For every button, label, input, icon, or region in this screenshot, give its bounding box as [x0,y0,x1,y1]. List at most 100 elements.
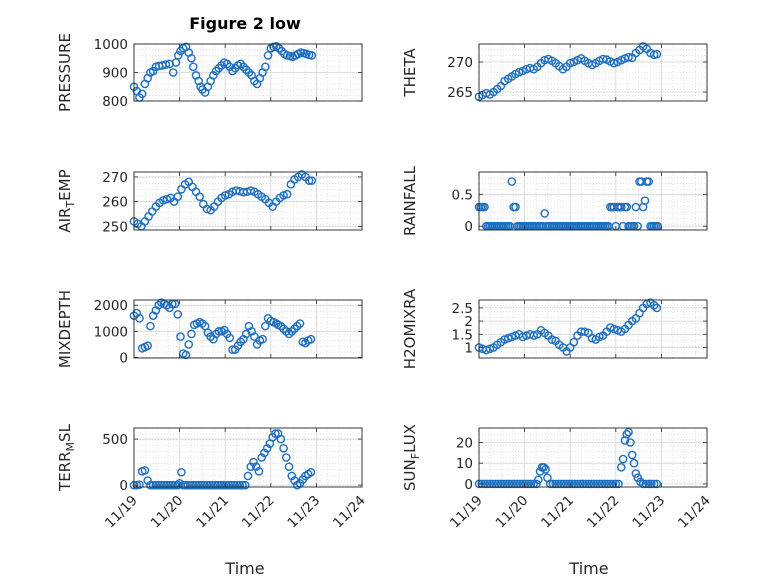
data-point [622,429,632,439]
data-point [173,192,183,201]
data-point [261,62,270,72]
data-point [271,429,280,438]
subplot-h2omixra: 11.522.5 H2OMIXRA [401,288,708,369]
data-point [154,300,163,310]
data-point [208,480,217,490]
x-tick-label: 11/22 [239,493,278,532]
data-point [556,479,566,489]
x-tick-label: 11/24 [675,493,714,532]
data-point [140,466,150,475]
data-point [143,341,152,351]
data-point [627,450,637,460]
data-point [290,324,299,334]
data-point [213,480,223,490]
y-tick-label: 250 [102,219,128,235]
y-tick-label: 0 [464,477,473,493]
data-point [188,480,198,490]
data-point [301,338,310,348]
data-point [279,324,288,334]
y-tick-label: 1000 [94,324,128,340]
data-point [477,479,487,489]
data-point [170,480,180,490]
data-point [609,324,619,334]
data-point [526,479,536,489]
y-tick-label: 0 [464,219,473,235]
x-axis-label-right: Time [568,559,608,578]
data-point [504,479,514,489]
data-point [306,334,316,344]
data-point [159,480,169,490]
y-tick-label: 500 [102,432,128,448]
data-point [652,303,662,313]
data-point [284,462,294,472]
data-point [306,467,316,477]
data-point [503,333,513,343]
data-point [510,479,519,489]
data-point [304,176,314,185]
data-point [481,345,491,355]
y-axis-label: SUNFLUX [401,424,422,491]
data-point [641,479,651,489]
data-point [629,458,639,468]
data-point [488,479,497,489]
x-tick-label: 11/23 [629,493,668,532]
y-tick-label: 270 [102,170,128,186]
data-point [507,177,517,186]
data-point [485,479,495,489]
data-point [540,209,549,218]
data-point [626,438,635,447]
data-point [609,58,619,68]
data-point [624,52,633,62]
data-point [580,327,590,336]
y-tick-label: 1 [464,340,473,356]
data-point [135,313,144,323]
data-point [194,76,204,86]
subplot-air_temp: 250 260 270 AIRTEMP [56,169,363,235]
data-point [205,480,214,490]
data-point [214,327,224,336]
data-point [649,300,659,310]
data-point [146,480,155,490]
data-point [575,479,585,489]
data-point [581,479,591,489]
data-point [194,480,204,490]
data-point [220,191,230,200]
data-point [282,189,292,199]
data-point [287,327,297,336]
data-point [148,480,158,490]
data-point [181,350,191,360]
data-point [287,471,297,481]
data-point [491,479,500,489]
data-point [261,321,270,331]
data-point [529,331,539,340]
data-point [584,479,593,489]
data-point [284,329,294,339]
y-tick-label: 900 [102,66,128,82]
data-point [246,186,256,195]
data-point [307,51,317,60]
data-point [250,332,259,341]
data-point [143,476,152,485]
data-point [158,196,168,205]
data-point [254,467,264,476]
figure-title: Figure 2 low [189,14,301,33]
y-tick-label: 2000 [94,298,128,314]
data-point [548,479,558,489]
data-point [573,479,582,489]
data-point [640,196,650,205]
data-point [638,479,648,489]
x-axis-label-left: Time [224,559,264,578]
data-point [541,465,550,474]
data-point [606,479,615,489]
data-point [514,67,524,77]
data-point [592,479,601,489]
data-point [263,313,273,323]
data-point [622,202,632,212]
data-point [521,479,530,489]
y-axis-label: H2OMIXRA [401,288,419,369]
data-point [551,479,560,489]
data-point [177,467,186,477]
data-point [187,53,196,63]
data-point [569,337,579,347]
